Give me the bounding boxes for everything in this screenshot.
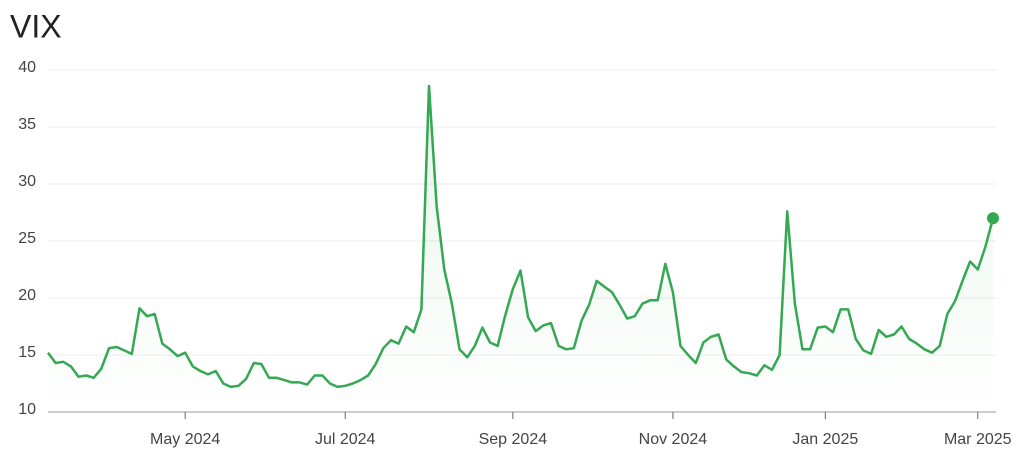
- y-tick-label: 40: [18, 59, 36, 76]
- area-fill: [48, 86, 993, 412]
- x-tick-label: Mar 2025: [944, 431, 1012, 448]
- x-tick-label: Sep 2024: [479, 431, 548, 448]
- y-tick-label: 20: [18, 287, 36, 304]
- x-tick-label: May 2024: [150, 431, 220, 448]
- end-dot: [987, 212, 999, 225]
- y-tick-label: 25: [18, 230, 36, 247]
- y-tick-label: 35: [18, 116, 36, 133]
- y-tick-label: 10: [18, 401, 36, 418]
- line: [46, 84, 995, 389]
- x-tick-label: Nov 2024: [639, 431, 708, 448]
- x-tick-label: Jan 2025: [792, 431, 858, 448]
- y-tick-label: 30: [18, 173, 36, 190]
- chart-title: VIX: [10, 8, 62, 44]
- x-tick-label: Jul 2024: [315, 431, 376, 448]
- y-tick-label: 15: [18, 344, 36, 361]
